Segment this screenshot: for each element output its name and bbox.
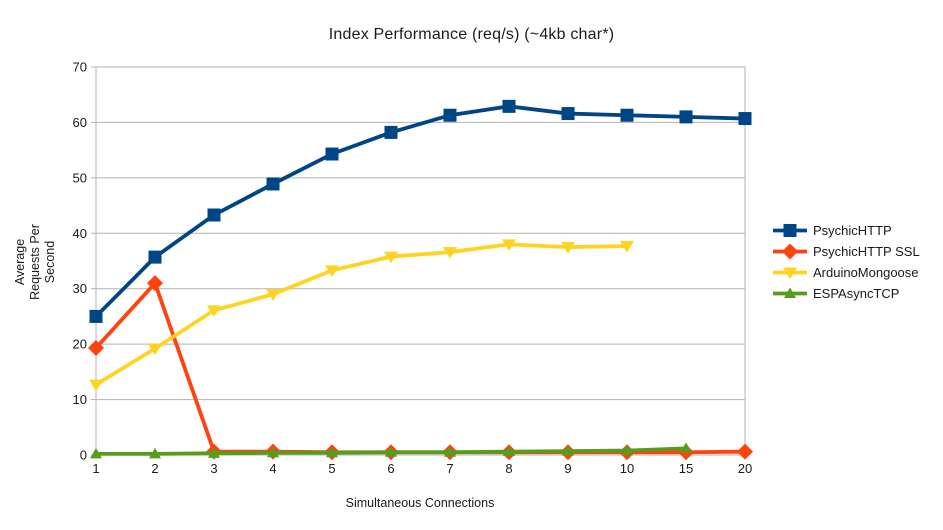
legend-label: ArduinoMongoose	[813, 265, 919, 280]
marker	[326, 446, 338, 458]
marker	[325, 265, 339, 277]
y-tick-label: 70	[73, 60, 87, 75]
x-tick-label: 20	[738, 461, 752, 476]
marker	[266, 289, 280, 301]
marker	[503, 445, 515, 457]
axes: 0 10 20 30 40 50 60 70 1 2 3 4 5 6 7 8 9 10 15 20	[73, 60, 753, 477]
marker	[149, 447, 161, 459]
series-line	[94, 104, 746, 318]
legend-item-espasynctcp: ESPAsyncTCP	[773, 286, 920, 301]
marker	[561, 107, 575, 121]
marker	[90, 447, 102, 459]
marker	[784, 287, 796, 298]
x-tick-label: 15	[679, 461, 693, 476]
marker	[88, 340, 104, 357]
marker	[679, 110, 693, 124]
marker	[267, 446, 279, 458]
marker	[266, 177, 280, 191]
marker	[561, 242, 575, 254]
legend-marker-triangle-down-icon	[773, 267, 807, 279]
y-tick-label: 0	[80, 448, 87, 463]
marker	[621, 444, 633, 456]
y-tick-label: 20	[73, 337, 87, 352]
marker	[783, 267, 797, 279]
marker	[89, 379, 103, 392]
plot-border	[95, 66, 746, 456]
x-tick-label: 7	[446, 461, 453, 476]
chart-title: Index Performance (req/s) (~4kb char*)	[328, 26, 615, 43]
series-line	[95, 242, 628, 387]
marker	[502, 239, 516, 251]
series-line	[94, 279, 746, 455]
marker	[148, 250, 162, 264]
marker	[89, 309, 103, 323]
x-tick-label: 10	[620, 461, 634, 476]
x-tick-label: 3	[210, 461, 217, 476]
y-tick-label: 40	[73, 226, 87, 241]
legend-marker-diamond-icon	[773, 244, 807, 259]
marker	[502, 99, 516, 113]
legend-item-psychichttp: PsychicHTTP	[773, 223, 920, 238]
x-tick-label: 8	[505, 461, 512, 476]
marker	[443, 108, 457, 122]
legend-item-psychichttp-ssl: PsychicHTTP SSL	[773, 244, 920, 259]
marker	[147, 275, 163, 292]
legend-label: PsychicHTTP	[813, 223, 892, 238]
marker	[207, 208, 221, 222]
series-espasynctcp	[90, 442, 692, 459]
x-tick-label: 5	[328, 461, 335, 476]
x-tick-label: 9	[564, 461, 571, 476]
y-axis-title: Average Requests Per Second	[13, 224, 57, 300]
marker	[620, 108, 634, 122]
x-tick-label: 1	[92, 461, 99, 476]
x-tick-label: 4	[269, 461, 276, 476]
x-axis-title: Simultaneous Connections	[345, 496, 495, 510]
marker	[738, 112, 752, 126]
legend-marker-triangle-up-icon	[773, 287, 807, 298]
marker	[680, 442, 692, 453]
legend-marker-square-icon	[773, 224, 807, 237]
y-tick-label: 50	[73, 170, 87, 185]
marker	[782, 244, 798, 259]
y-tick-label: 10	[73, 392, 87, 407]
marker	[325, 147, 339, 161]
marker	[207, 305, 221, 317]
legend-label: PsychicHTTP SSL	[813, 244, 920, 259]
marker	[384, 125, 398, 139]
x-tick-label: 2	[151, 461, 158, 476]
legend-label: ESPAsyncTCP	[813, 286, 900, 301]
y-tick-label: 60	[73, 115, 87, 130]
marker	[208, 447, 220, 458]
y-tick-label: 30	[73, 281, 87, 296]
marker	[148, 343, 162, 356]
series-psychichttp-ssl	[88, 275, 753, 461]
marker	[620, 241, 634, 253]
series-psychichttp	[89, 99, 752, 323]
marker	[444, 446, 456, 457]
gridlines	[96, 66, 745, 456]
legend: PsychicHTTP PsychicHTTP SSL ArduinoMongo…	[773, 223, 920, 307]
marker	[385, 446, 397, 457]
marker	[384, 251, 398, 264]
x-tick-label: 6	[387, 461, 394, 476]
marker	[737, 443, 753, 460]
marker	[783, 224, 797, 237]
legend-item-arduinomongoose: ArduinoMongoose	[773, 265, 920, 280]
series-arduinomongoose	[89, 239, 634, 392]
marker	[562, 445, 574, 456]
marker	[443, 247, 457, 259]
